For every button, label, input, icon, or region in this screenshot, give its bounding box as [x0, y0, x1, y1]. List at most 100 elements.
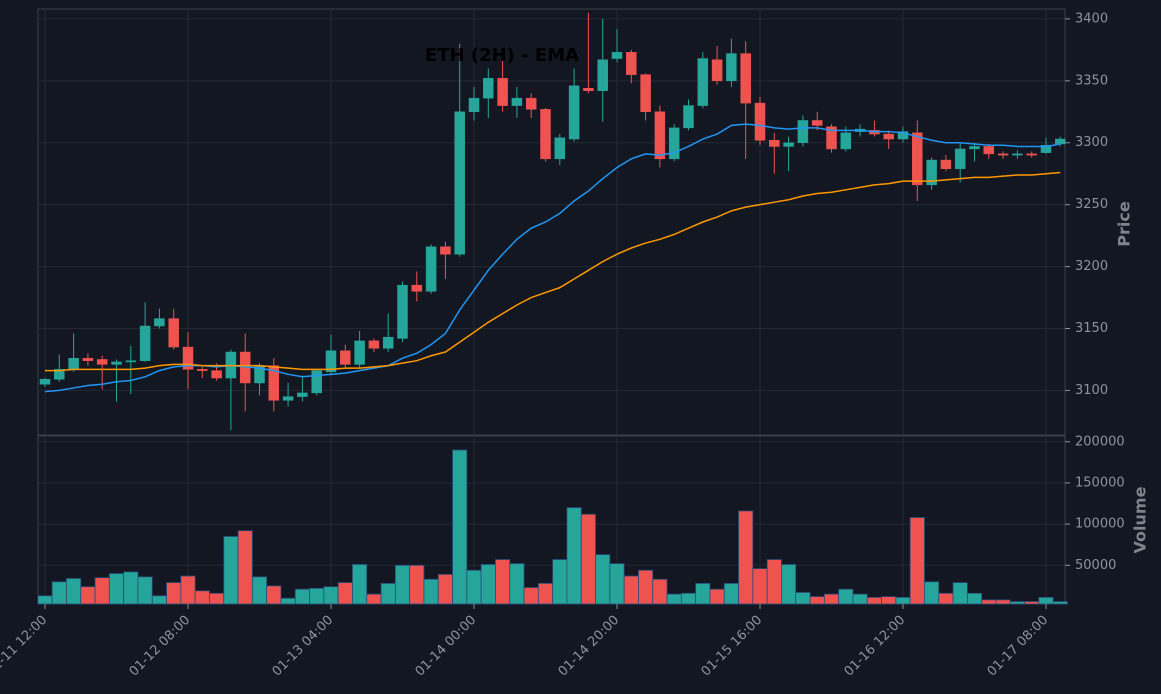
candle-body — [897, 131, 909, 140]
candle-body — [540, 109, 551, 160]
volume-bar — [638, 569, 654, 605]
chart-title: ETH (2H) - EMA — [425, 45, 579, 66]
volume-bar — [623, 575, 639, 605]
candle-body — [39, 379, 51, 385]
volume-bar — [509, 563, 525, 605]
volume-panel — [37, 435, 1066, 605]
volume-bar — [595, 554, 611, 605]
volume-bar — [466, 569, 482, 605]
candle-body — [154, 318, 165, 327]
x-tick-label: 01-13 04:00 — [270, 613, 337, 680]
volume-bar — [137, 576, 153, 605]
candle-body — [68, 357, 79, 370]
volume-bar — [1009, 601, 1025, 605]
volume-bar — [981, 599, 997, 605]
candle-body — [483, 78, 494, 99]
volume-bar — [51, 581, 67, 605]
volume-bar — [495, 559, 511, 605]
candle-body — [325, 350, 337, 373]
volume-bar — [809, 596, 825, 605]
price-panel — [37, 8, 1066, 436]
volume-bar — [37, 595, 53, 605]
candle-body — [697, 58, 709, 106]
volume-bar — [151, 595, 167, 605]
candle-body — [912, 132, 923, 186]
volume-bar — [1024, 601, 1040, 605]
volume-bar — [409, 564, 425, 605]
volume-bar — [1052, 601, 1068, 605]
volume-bar — [66, 578, 82, 605]
volume-bar — [537, 583, 554, 605]
candle-body — [940, 159, 952, 169]
candle-body — [797, 120, 809, 143]
volume-bar — [1038, 597, 1054, 605]
volume-bar — [337, 582, 353, 605]
volume-bar — [666, 593, 682, 605]
candle-body — [568, 85, 580, 140]
candle-body — [397, 284, 408, 339]
y-tick-label: 3350 — [1075, 73, 1108, 88]
volume-tick-label: 200000 — [1075, 434, 1125, 449]
ema-line — [45, 171, 1061, 372]
candle-body — [311, 370, 322, 394]
candle-body — [54, 369, 65, 380]
candle-body — [139, 325, 151, 361]
candle-body — [811, 120, 823, 126]
candle-body — [468, 97, 480, 113]
candle-body — [1026, 153, 1037, 156]
candle-body — [969, 146, 980, 150]
candle-body — [182, 346, 194, 370]
volume-bar — [952, 582, 968, 605]
volume-bar — [695, 583, 711, 605]
candle-body — [711, 59, 723, 82]
volume-bar — [294, 588, 310, 605]
volume-bar — [452, 449, 468, 605]
candle-body — [826, 126, 837, 150]
candle-body — [111, 361, 122, 365]
volume-bar — [309, 587, 325, 605]
candle-body — [368, 340, 380, 349]
volume-bar — [966, 592, 983, 605]
candle-body — [597, 59, 608, 91]
volume-bar — [652, 578, 668, 605]
volume-bar — [323, 586, 339, 605]
candle-body — [382, 336, 394, 349]
volume-bar — [380, 583, 396, 605]
candle-body — [268, 365, 280, 401]
volume-bar — [881, 596, 897, 605]
x-tick-label: 01-11 12:00 — [0, 613, 50, 680]
volume-bar — [237, 530, 253, 605]
volume-bar — [566, 507, 582, 605]
candle-body — [769, 140, 780, 147]
candle-body — [983, 146, 995, 155]
y-tick-label: 3150 — [1075, 321, 1108, 336]
x-tick-label: 01-14 20:00 — [556, 613, 623, 680]
volume-axis-label: Volume — [1131, 486, 1150, 553]
volume-tick-label: 150000 — [1075, 475, 1125, 490]
volume-bar — [995, 599, 1011, 605]
candle-body — [197, 369, 208, 371]
volume-bar — [180, 575, 196, 605]
volume-bar — [108, 573, 125, 605]
volume-bar — [609, 563, 625, 605]
volume-bar — [280, 597, 296, 605]
candle-body — [96, 359, 108, 365]
volume-bar — [480, 564, 496, 605]
volume-bar — [781, 564, 797, 605]
candle-body — [125, 360, 137, 363]
y-axis-label: Price — [1115, 201, 1134, 247]
candle-body — [754, 102, 766, 141]
volume-bar — [580, 513, 596, 605]
volume-tick-label: 100000 — [1075, 517, 1125, 532]
candle-body — [297, 392, 308, 397]
candle-body — [211, 370, 222, 379]
volume-bar — [709, 588, 725, 605]
volume-bar — [80, 586, 96, 605]
candle-body — [1040, 144, 1052, 153]
candle-body — [926, 159, 937, 186]
candle-body — [168, 318, 179, 348]
y-tick-label: 3200 — [1075, 259, 1108, 274]
candle-body — [497, 78, 508, 106]
volume-bar — [909, 517, 925, 605]
